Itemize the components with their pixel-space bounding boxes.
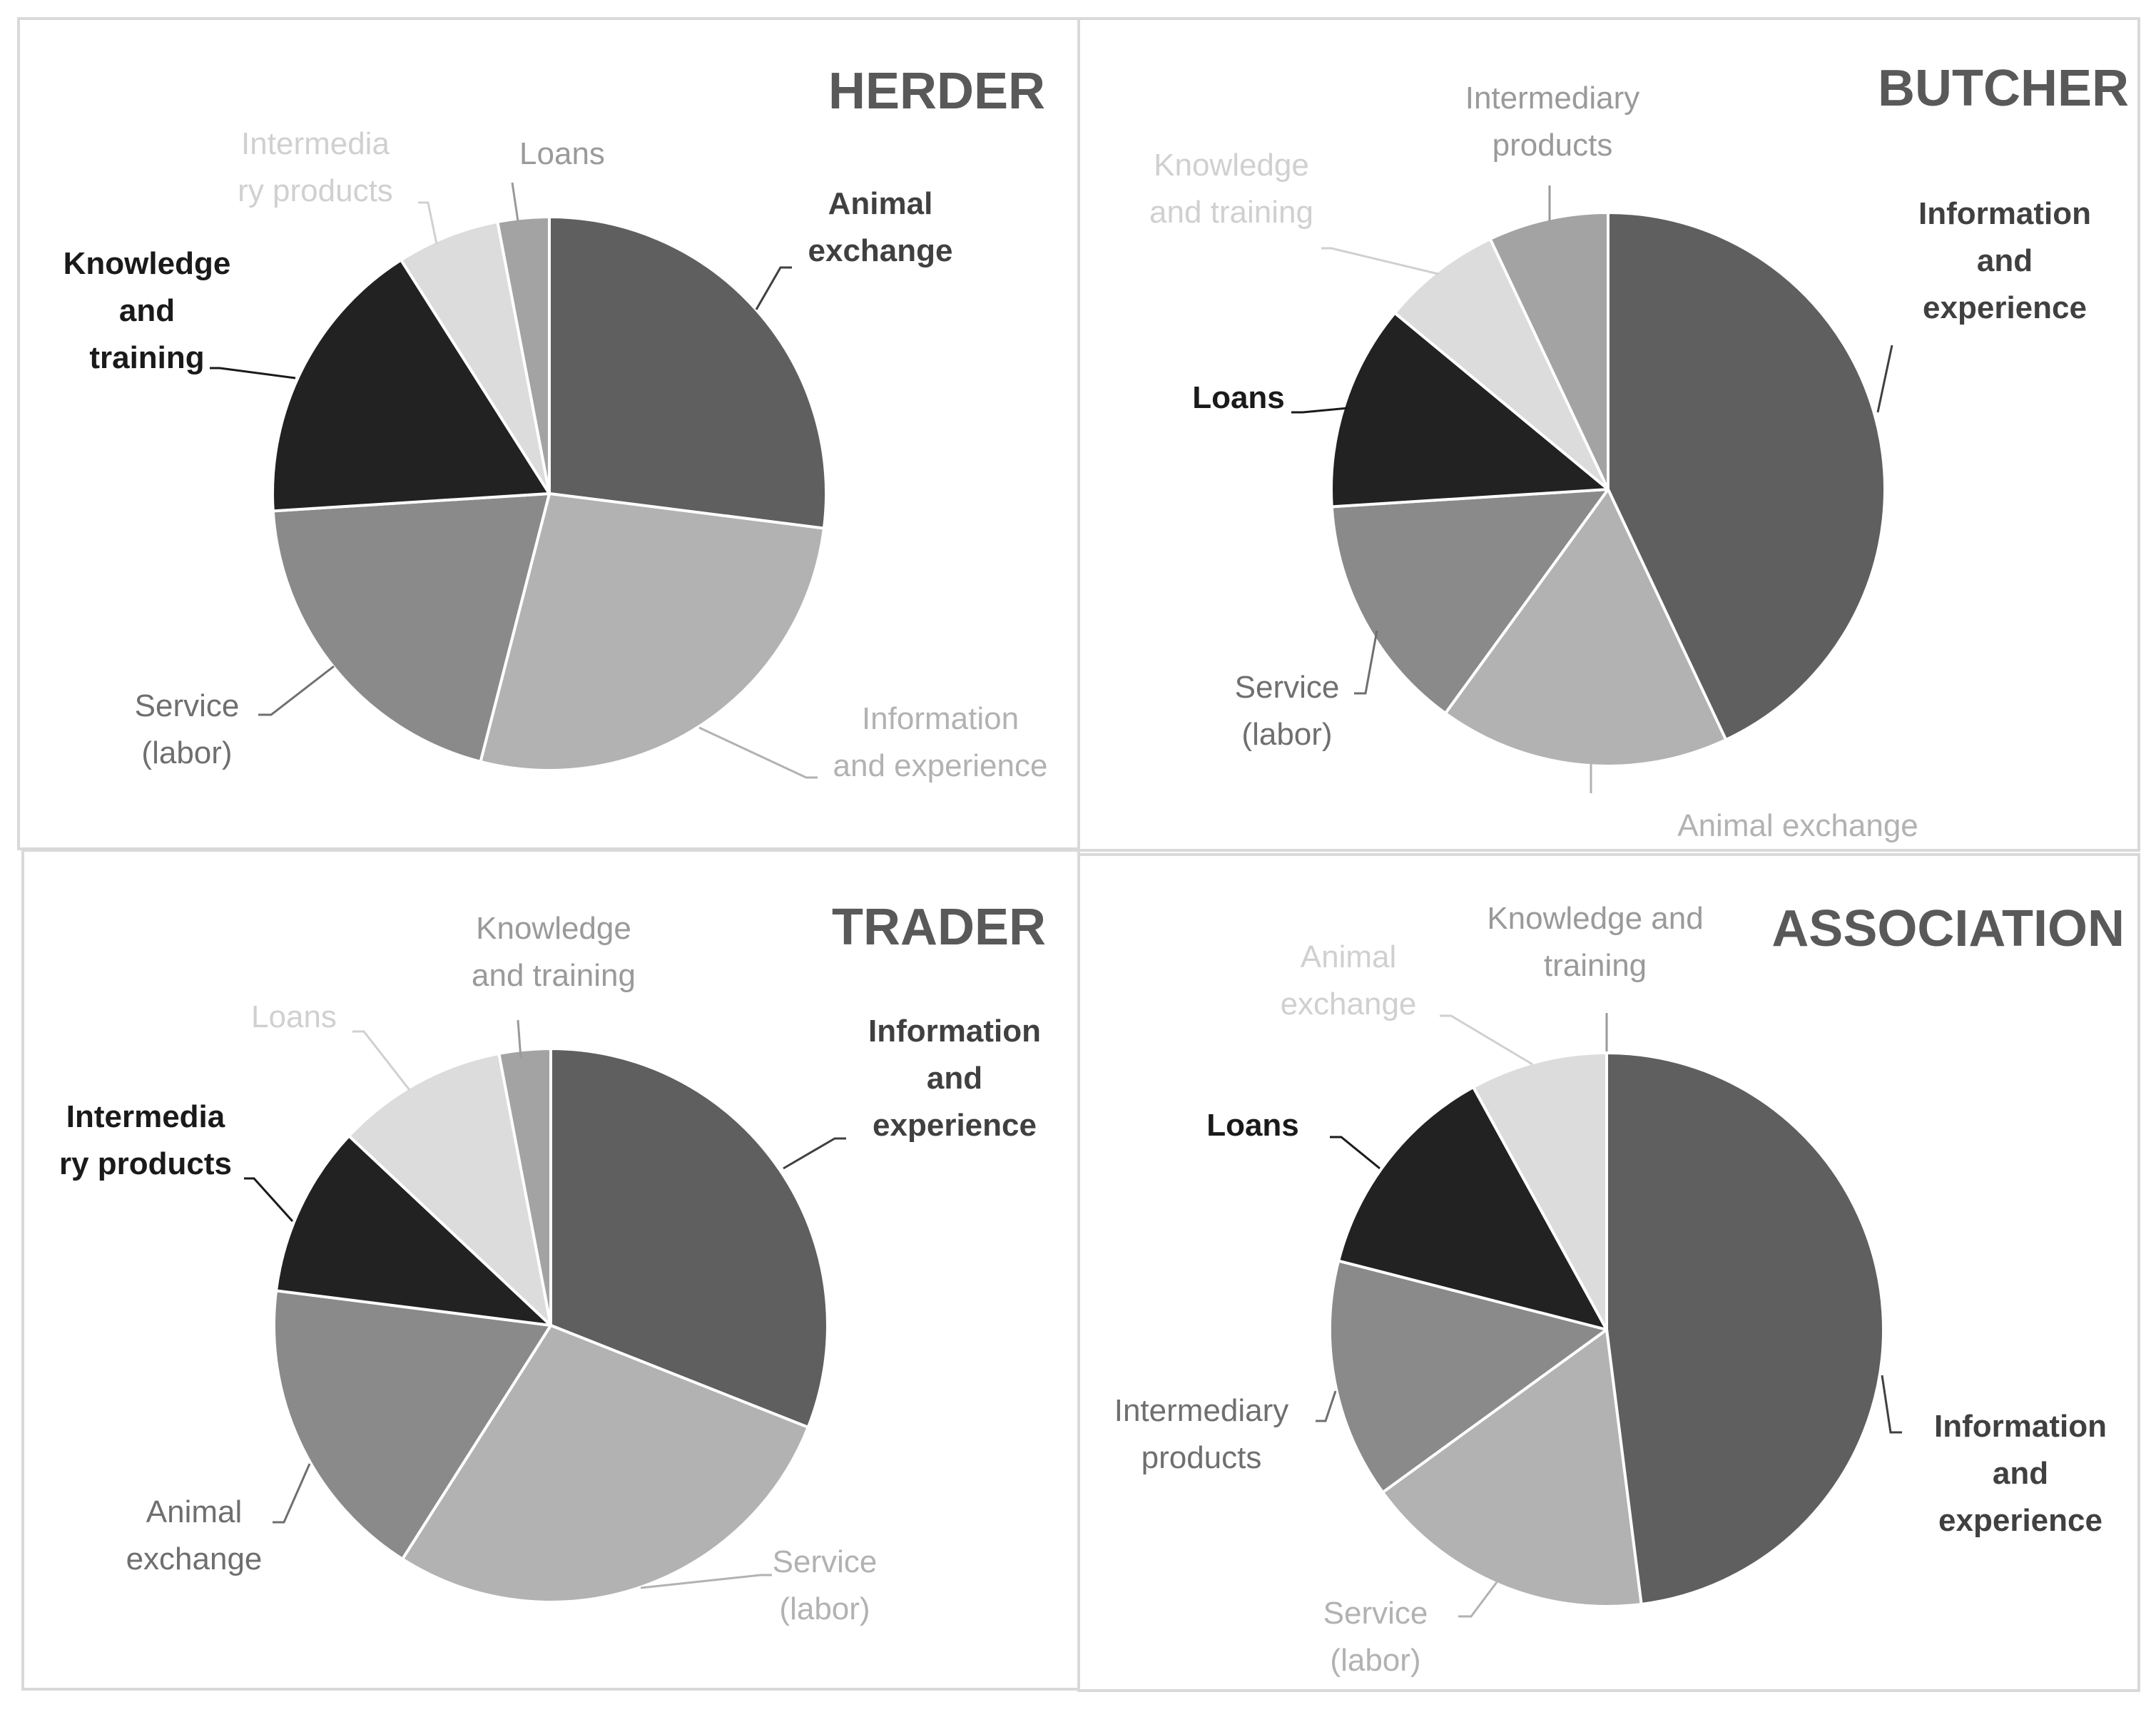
butcher-label-loans: Loans bbox=[1192, 380, 1349, 415]
association-label-information: Information and experience bbox=[1881, 1375, 2107, 1538]
herder-label-knowledge: Knowledge and training bbox=[63, 246, 296, 379]
svg-text:Loans: Loans bbox=[251, 999, 337, 1034]
herder-label-information: Information and experience bbox=[698, 701, 1048, 783]
pie-slice-herder-information-and-experience bbox=[479, 492, 825, 772]
association-label-intermediary: Intermediary products bbox=[1114, 1390, 1337, 1475]
pie-slice-association-animal-exchange bbox=[1472, 1051, 1608, 1331]
butcher-label-service: Service (labor) bbox=[1235, 630, 1378, 752]
svg-text:Service(labor): Service (labor) bbox=[135, 688, 240, 770]
trader-label-information: Information and experience bbox=[783, 1014, 1041, 1170]
pie-slice-butcher-service-labor bbox=[1330, 488, 1610, 715]
butcher-pie bbox=[1330, 211, 1886, 768]
pie-slice-association-loans bbox=[1337, 1085, 1608, 1331]
association-label-service: Service (labor) bbox=[1323, 1581, 1498, 1678]
butcher-label-intermediary: Intermediary products bbox=[1465, 81, 1640, 221]
pie-slice-association-intermediary-products bbox=[1328, 1259, 1608, 1494]
pie-slice-butcher-information-and-experience bbox=[1607, 211, 1886, 742]
pie-slice-butcher-loans bbox=[1330, 311, 1610, 509]
pie-slice-association-information-and-experience bbox=[1605, 1051, 1885, 1606]
herder-label-intermediary: Intermedia ry products bbox=[238, 126, 438, 245]
trader-label-service: Service (labor) bbox=[640, 1544, 878, 1626]
svg-text:Service(labor): Service (labor) bbox=[773, 1544, 878, 1626]
association-label-knowledge: Knowledge and training bbox=[1487, 901, 1704, 1051]
trader-label-loans: Loans bbox=[251, 999, 411, 1091]
herder-label-animal-exchange: Animal exchange bbox=[755, 186, 953, 310]
herder-title: HERDER bbox=[828, 63, 1045, 120]
pie-slice-herder-animal-exchange bbox=[548, 215, 828, 530]
pie-slice-butcher-animal-exchange bbox=[1443, 488, 1728, 768]
pie-slice-butcher-knowledge-and-training bbox=[1393, 237, 1610, 491]
svg-text:Loans: Loans bbox=[1192, 380, 1285, 415]
pie-slice-trader-intermediary-products bbox=[275, 1134, 552, 1327]
butcher-title: BUTCHER bbox=[1878, 60, 2129, 117]
pie-slice-trader-information-and-experience bbox=[549, 1047, 829, 1429]
svg-text:Service(labor): Service (labor) bbox=[1323, 1596, 1428, 1678]
svg-text:Intermediary products: Intermedia ry products bbox=[59, 1099, 232, 1181]
pie-slice-herder-intermediary-products bbox=[400, 220, 551, 495]
pie-slice-herder-service-labor bbox=[271, 492, 551, 763]
association-title: ASSOCIATION bbox=[1771, 900, 2125, 957]
pie-slice-herder-knowledge-and-training bbox=[271, 258, 551, 513]
herder-label-service: Service (labor) bbox=[135, 665, 335, 770]
svg-text:Intermediary products: Intermedia ry products bbox=[238, 126, 393, 208]
pie-slice-butcher-intermediary-products bbox=[1488, 211, 1610, 491]
pie-slice-herder-loans bbox=[496, 215, 551, 495]
butcher-label-information: Information and experience bbox=[1876, 196, 2091, 413]
association-pie bbox=[1328, 1051, 1885, 1608]
trader-label-knowledge: Knowledge and training bbox=[472, 911, 636, 1059]
butcher-chart: BUTCHER Intermediary products Knowledge an… bbox=[1149, 60, 2129, 843]
herder-pie bbox=[271, 215, 828, 772]
trader-chart: TRADER Knowledge and training Loans Infor… bbox=[59, 899, 1046, 1626]
pie-slice-trader-animal-exchange bbox=[273, 1289, 552, 1561]
trader-label-animal-exchange: Animal exchange bbox=[126, 1463, 311, 1576]
pie-slice-trader-knowledge-and-training bbox=[497, 1047, 552, 1327]
association-chart: ASSOCIATION Knowledge and training Animal… bbox=[1114, 900, 2125, 1678]
butcher-label-knowledge: Knowledge and training bbox=[1149, 148, 1439, 275]
svg-text:Loans: Loans bbox=[519, 136, 605, 171]
association-label-loans: Loans bbox=[1206, 1108, 1380, 1170]
association-label-animal-exchange: Animal exchange bbox=[1281, 939, 1533, 1066]
trader-label-intermediary: Intermedia ry products bbox=[59, 1099, 294, 1223]
svg-text:Loans: Loans bbox=[1206, 1108, 1299, 1143]
herder-chart: HERDER Animal exchange Information and exp… bbox=[63, 63, 1048, 783]
trader-title: TRADER bbox=[832, 899, 1046, 956]
svg-text:Animal exchange: Animal exchange bbox=[1677, 808, 1918, 843]
butcher-label-animal-exchange: Animal exchange bbox=[1590, 763, 1918, 843]
trader-pie bbox=[273, 1047, 829, 1604]
pie-slice-trader-service-labor bbox=[401, 1324, 810, 1604]
pie-slice-trader-loans bbox=[347, 1051, 552, 1327]
svg-text:Service(labor): Service (labor) bbox=[1235, 670, 1340, 752]
herder-label-loans: Loans bbox=[511, 136, 605, 222]
